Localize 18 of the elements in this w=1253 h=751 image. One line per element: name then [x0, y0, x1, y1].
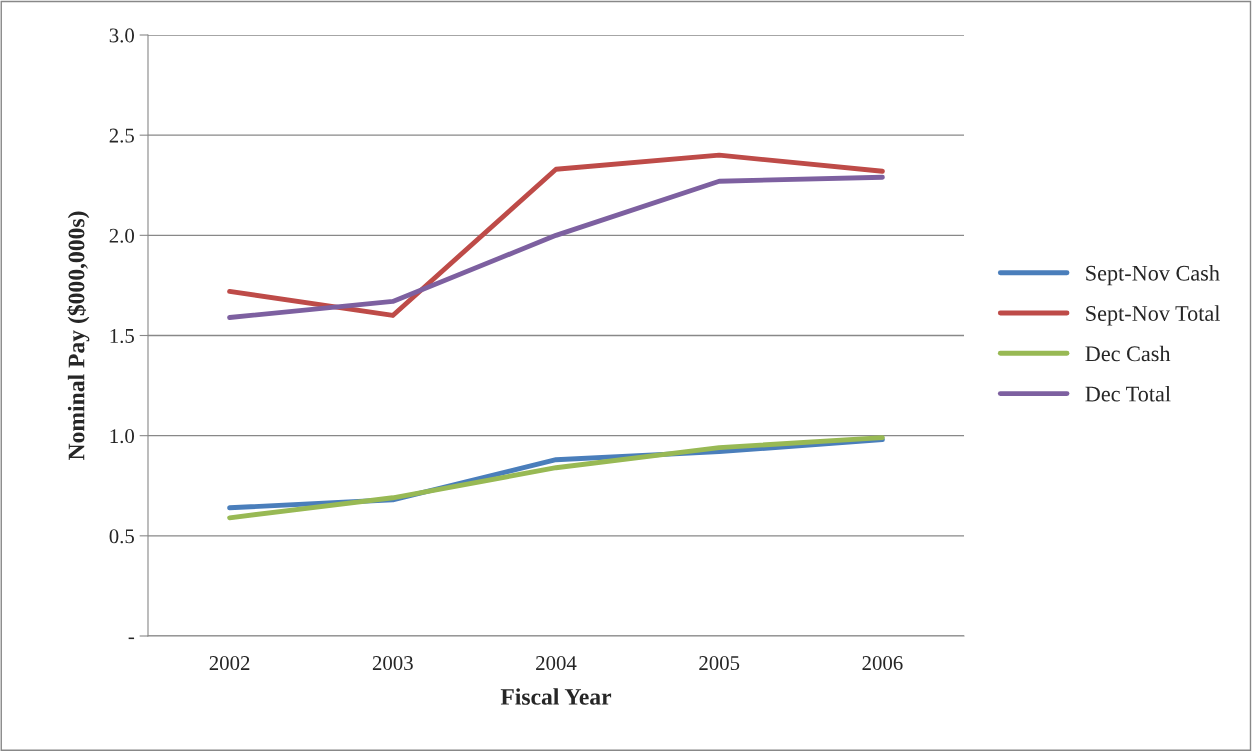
x-tick-label: 2005	[699, 656, 740, 671]
y-tick-label: 0.5	[109, 529, 134, 544]
x-tick-label: 2003	[372, 656, 413, 671]
legend-label: Sept-Nov Total	[1086, 305, 1221, 326]
y-axis-title: Nominal Pay ($000,000s)	[67, 211, 90, 460]
legend-label: Dec Cash	[1085, 345, 1171, 362]
x-axis-title: Fiscal Year	[500, 688, 612, 705]
y-tick-label: 2.0	[109, 228, 135, 243]
legend-label: Dec Total	[1085, 385, 1171, 402]
x-tick-label: 2004	[536, 656, 577, 671]
y-tick-label: 3.0	[109, 28, 135, 43]
legend-label: Sept-Nov Cash	[1086, 265, 1220, 286]
x-tick-label: 2006	[862, 656, 903, 671]
y-tick-label: 1.5	[110, 328, 134, 344]
x-tick-label: 2002	[209, 656, 250, 671]
y-tick-label: 1.0	[110, 429, 135, 444]
y-tick-label: -	[128, 637, 135, 640]
y-tick-label: 2.5	[109, 128, 134, 143]
